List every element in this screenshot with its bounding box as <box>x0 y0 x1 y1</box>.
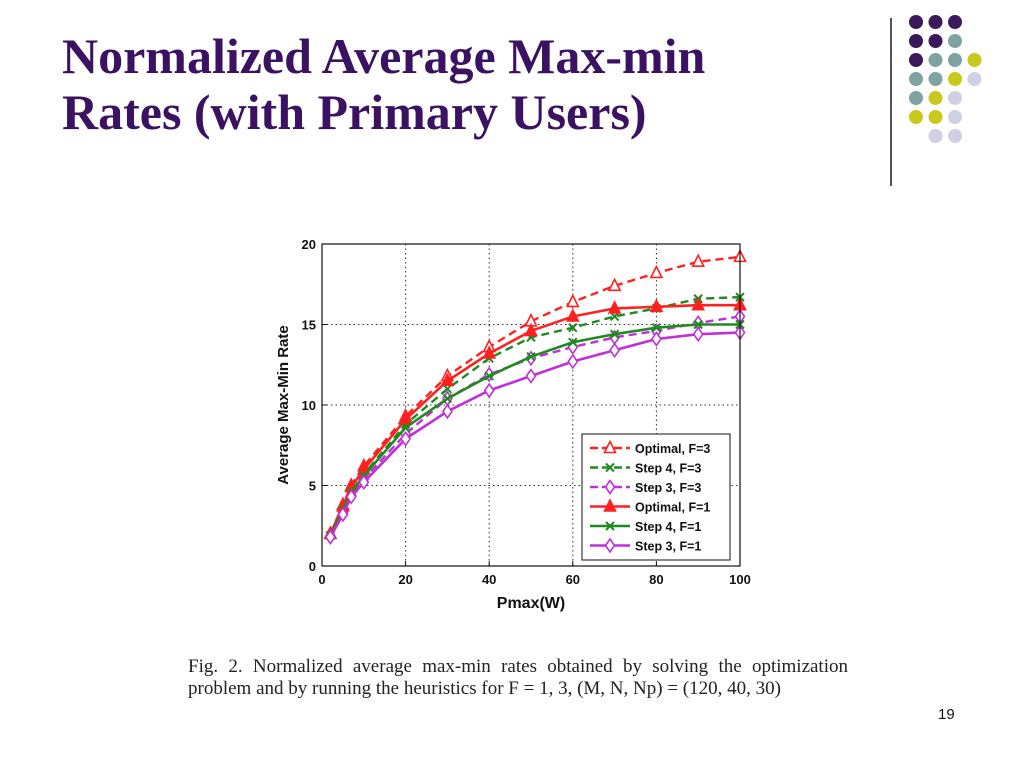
decor-dot <box>909 91 923 105</box>
data-point <box>566 293 580 308</box>
data-point <box>441 403 453 420</box>
legend-label: Step 3, F=1 <box>635 540 701 554</box>
decor-dot <box>948 53 962 67</box>
decor-dot <box>967 53 982 67</box>
decor-dot <box>909 15 923 29</box>
y-tick-label: 20 <box>302 237 316 252</box>
y-tick-label: 0 <box>309 559 316 574</box>
x-axis-label: Pmax(W) <box>497 595 565 612</box>
data-point <box>337 506 349 523</box>
decor-dot <box>909 34 923 48</box>
data-point <box>609 311 620 322</box>
data-point <box>607 300 622 314</box>
data-point <box>440 372 455 387</box>
data-point <box>525 368 537 384</box>
decor-dot <box>928 15 943 29</box>
data-point <box>649 264 664 279</box>
y-tick-label: 10 <box>302 398 316 413</box>
decor-dot <box>909 110 923 124</box>
decor-dot <box>967 72 982 86</box>
decor-dot <box>928 110 943 124</box>
y-tick-label: 5 <box>309 479 316 494</box>
title-divider <box>890 18 892 186</box>
legend-marker <box>604 537 616 554</box>
data-point <box>358 474 370 491</box>
data-point <box>609 329 620 339</box>
decor-dot <box>948 15 962 29</box>
data-point <box>691 253 705 268</box>
decorative-dot-grid <box>909 15 982 143</box>
data-point <box>609 342 621 359</box>
data-point <box>568 323 578 333</box>
decor-dot <box>948 91 962 105</box>
x-tick-label: 40 <box>482 572 496 587</box>
data-point <box>483 382 495 399</box>
data-point <box>607 277 622 292</box>
data-point <box>691 296 705 311</box>
x-tick-label: 60 <box>566 572 580 587</box>
x-tick-label: 80 <box>649 572 663 587</box>
legend-box <box>581 433 731 561</box>
y-tick-label: 15 <box>302 318 316 333</box>
data-point <box>442 384 453 394</box>
legend-label: Optimal, F=3 <box>635 442 710 456</box>
data-point <box>526 351 536 362</box>
x-tick-label: 20 <box>398 572 412 587</box>
data-point <box>482 345 496 359</box>
decor-dot <box>909 72 923 86</box>
x-tick-label: 0 <box>318 572 325 587</box>
title-line-2: Rates (with Primary Users) <box>62 84 647 140</box>
data-point <box>442 393 453 404</box>
decor-dot <box>928 34 943 48</box>
legend-marker <box>605 521 615 531</box>
decor-dot <box>948 34 962 48</box>
legend-label: Optimal, F=1 <box>635 501 710 515</box>
series-5 <box>324 324 746 545</box>
legend-label: Step 4, F=1 <box>635 520 701 534</box>
data-point <box>567 353 579 370</box>
title-line-1: Normalized Average Max-min <box>62 28 706 84</box>
page-number: 19 <box>938 706 955 723</box>
decor-dot <box>948 129 962 143</box>
plot-frame <box>321 243 741 567</box>
figure-caption: Fig. 2. Normalized average max-min rates… <box>188 656 848 699</box>
chart-container: 0 20 40 60 80 100 0 5 10 15 20 Pmax(W) Average Max-M… <box>268 228 768 628</box>
line-chart: 0 20 40 60 80 100 0 5 10 15 20 Pmax(W) Average Max-M… <box>275 237 751 612</box>
legend-label: Step 4, F=3 <box>635 462 701 476</box>
legend-marker <box>604 479 616 495</box>
decor-dot <box>909 53 923 67</box>
legend-marker <box>605 462 615 473</box>
legend-marker <box>603 498 617 512</box>
decor-dot <box>928 91 943 105</box>
data-point <box>400 422 411 433</box>
data-point <box>524 322 538 337</box>
decor-dot <box>928 53 943 67</box>
data-point <box>345 488 357 505</box>
data-point <box>398 411 413 425</box>
data-point <box>693 319 703 330</box>
data-point <box>650 331 662 347</box>
y-axis-label: Average Max-Min Rate <box>275 325 292 485</box>
data-point <box>568 337 578 347</box>
data-point <box>400 430 412 447</box>
decor-dot <box>928 129 943 143</box>
data-point <box>484 371 494 381</box>
legend: Optimal, F=3 Step 4, F=3 Step 3, F=3 Optima… <box>581 433 731 561</box>
data-point <box>651 323 662 333</box>
slide-title: Normalized Average Max-min Rates (with P… <box>62 28 862 140</box>
data-point <box>566 308 580 322</box>
data-point <box>692 326 704 343</box>
decor-dot <box>948 110 962 124</box>
decor-dot <box>928 72 943 86</box>
decor-dot <box>948 72 962 86</box>
data-point <box>649 298 664 313</box>
legend-marker <box>603 439 617 454</box>
data-point <box>324 529 336 545</box>
legend-label: Step 3, F=3 <box>635 481 701 495</box>
x-tick-label: 100 <box>729 572 751 587</box>
series-3 <box>323 296 747 540</box>
